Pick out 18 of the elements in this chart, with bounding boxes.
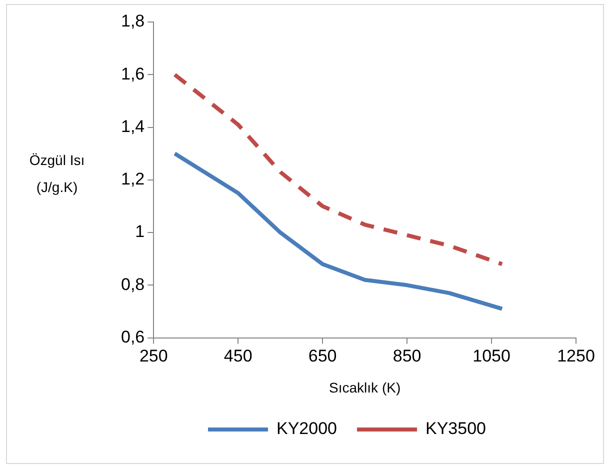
y-tick-label: 1,8: [120, 12, 145, 31]
legend-label: KY2000: [276, 419, 338, 438]
y-axis-title: Özgül Isı (J/g.K): [28, 151, 86, 197]
y-tick-label: 1: [135, 222, 145, 242]
y-tick-label: 1,4: [120, 116, 145, 136]
y-tick-label: 1,2: [120, 170, 145, 189]
x-tick-label: 650: [308, 346, 337, 366]
x-tick-label: 1050: [472, 346, 510, 366]
x-axis-title: Sıcaklık (K): [329, 379, 401, 396]
line-series: [172, 72, 504, 266]
x-tick-label: 850: [392, 346, 422, 366]
x-tick-label: 250: [139, 346, 168, 366]
x-tick-label: 1250: [557, 346, 595, 366]
legend-label: KY3500: [426, 419, 486, 438]
y-tick-label: 0,6: [120, 327, 145, 346]
x-tick-label: 450: [224, 346, 252, 366]
y-tick-label: 1,6: [120, 64, 145, 84]
y-tick-label: 0,8: [120, 274, 145, 294]
